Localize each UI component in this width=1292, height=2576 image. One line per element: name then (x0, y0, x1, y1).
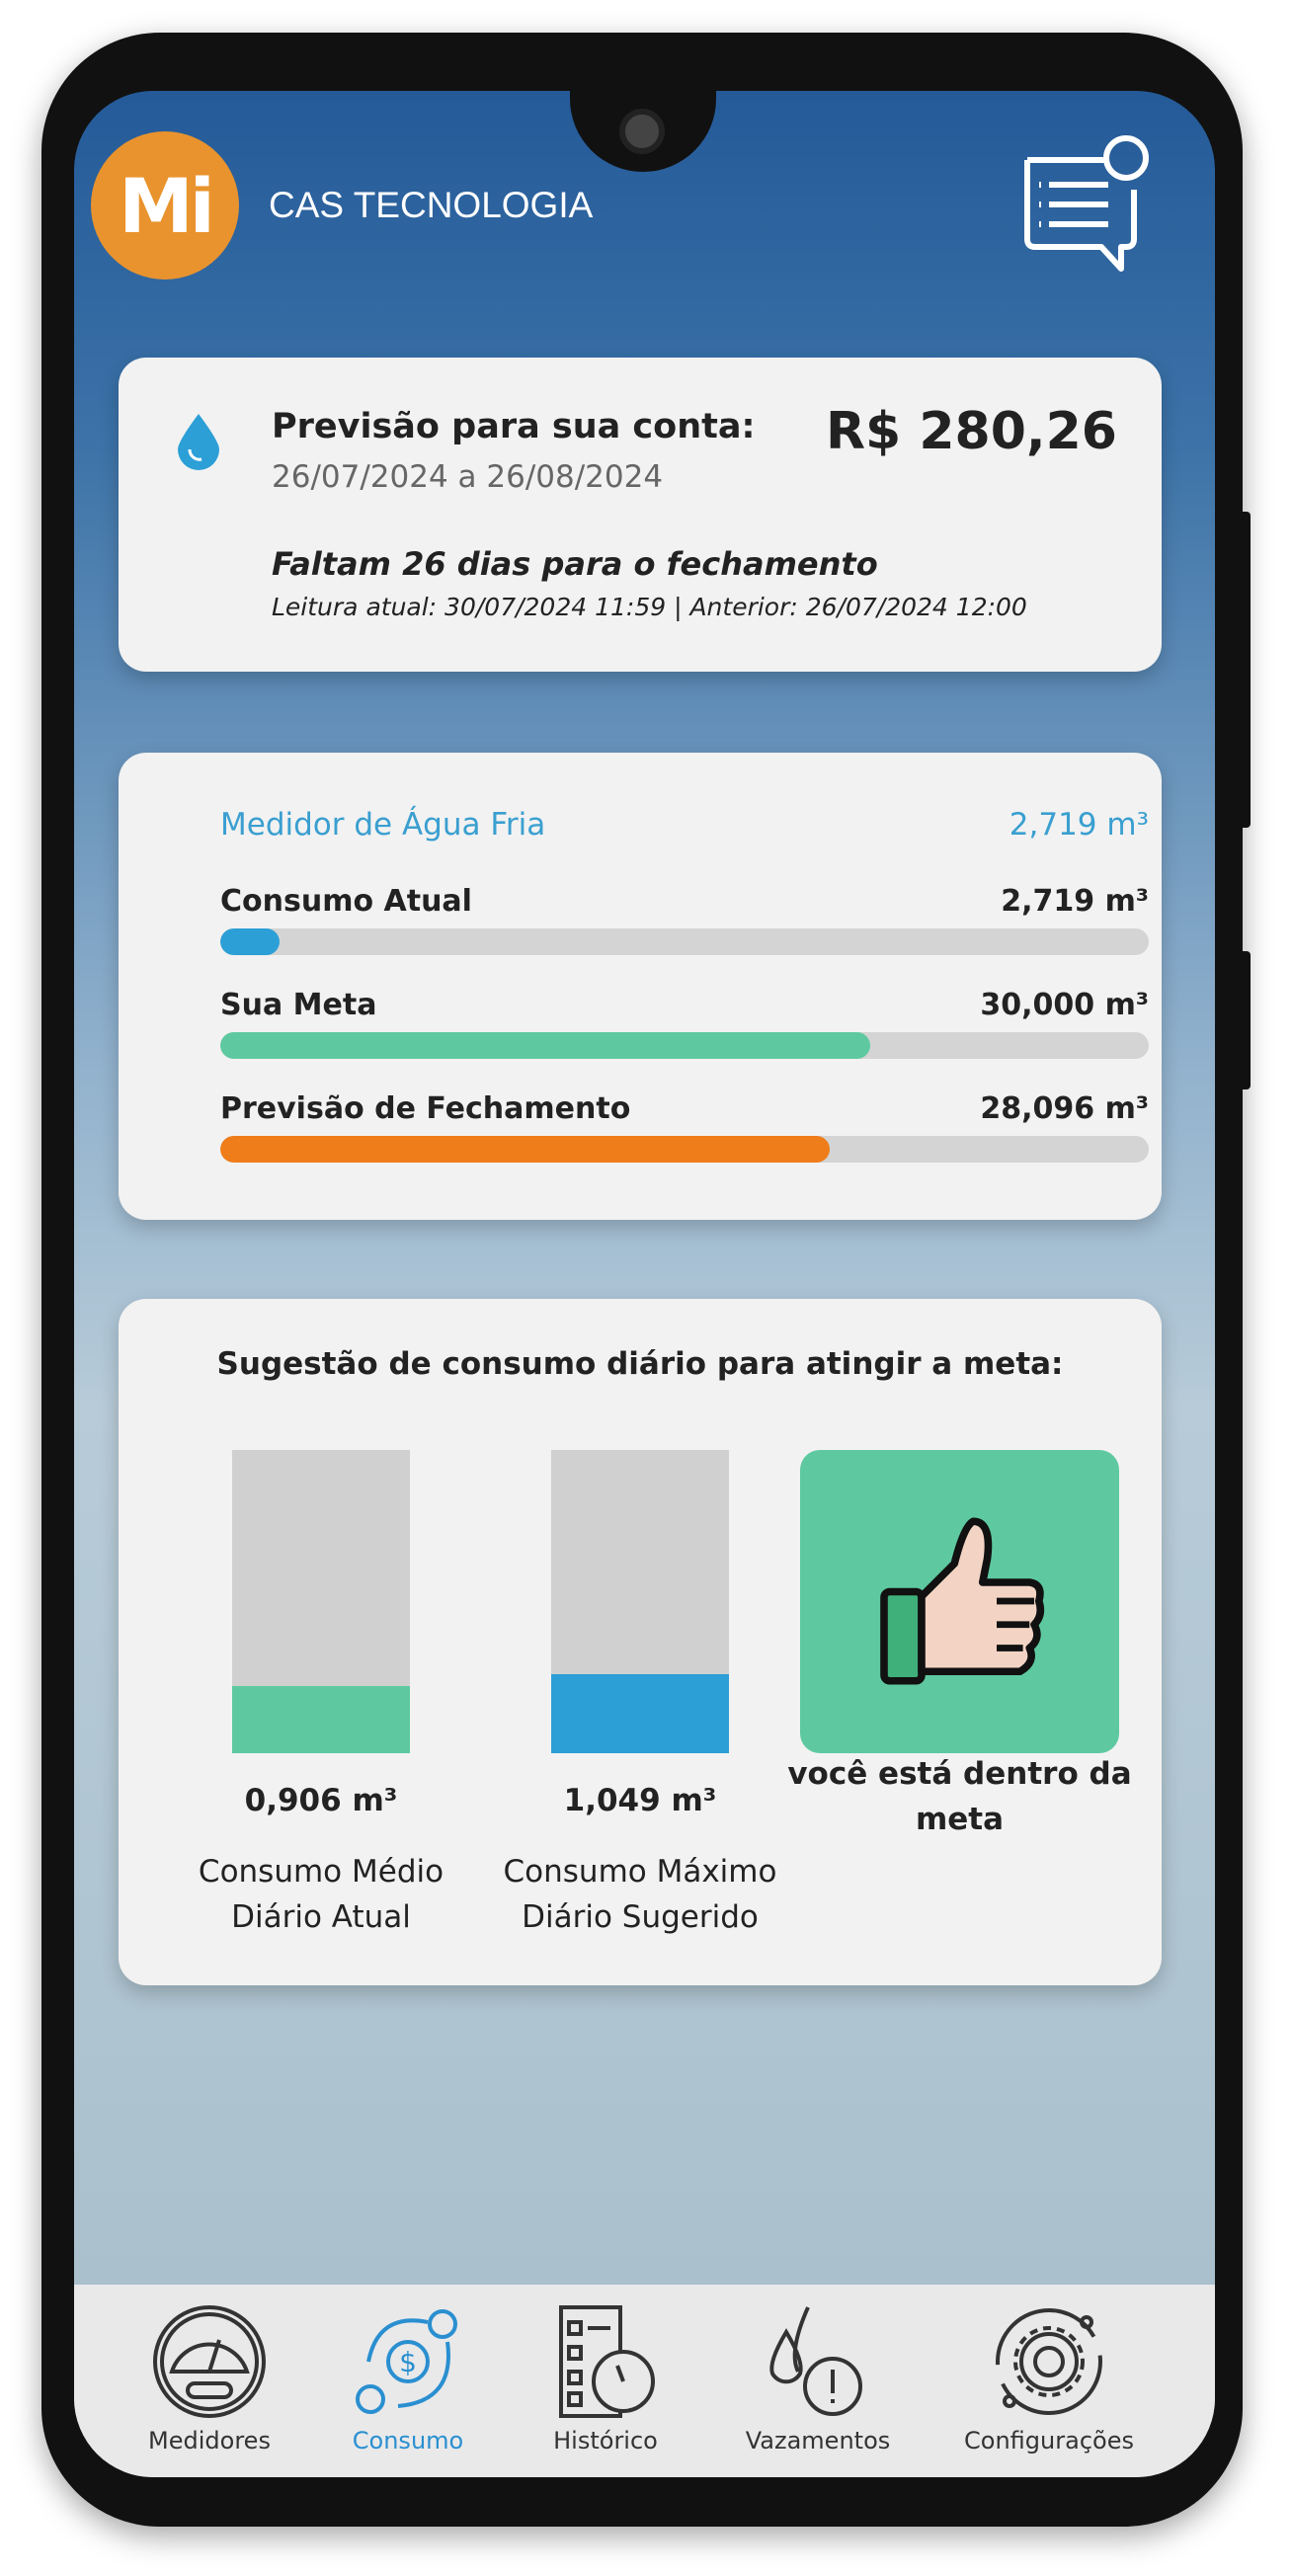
row-consumo-atual: Consumo Atual 2,719 m³ (220, 884, 1149, 919)
row-value: 2,719 m³ (1001, 884, 1149, 919)
bar-fill (551, 1674, 729, 1753)
suggestion-title: Sugestão de consumo diário para atingir … (216, 1346, 1064, 1382)
camera-notch (570, 91, 716, 172)
logo-text: Mi (119, 161, 215, 250)
forecast-title: Previsão para sua conta: (272, 407, 756, 446)
meter-name: Medidor de Água Fria (220, 807, 546, 843)
row-label: Consumo Atual (220, 884, 472, 919)
row-value: 28,096 m³ (980, 1091, 1149, 1126)
daily-suggestion-card: Sugestão de consumo diário para atingir … (119, 1299, 1162, 1985)
company-name: CAS TECNOLOGIA (269, 185, 594, 225)
nav-historico[interactable]: Histórico (507, 2302, 704, 2455)
row-value: 30,000 m³ (980, 988, 1149, 1022)
meter-total: 2,719 m³ (1009, 807, 1149, 843)
nav-configuracoes[interactable]: Configurações (950, 2302, 1148, 2455)
bar-fill (232, 1686, 410, 1753)
suggested-daily-bar (551, 1450, 729, 1753)
progress-consumo-atual (220, 928, 1149, 955)
app-screen: Mi CAS TECNOLOGIA Previsão para sua cont… (74, 91, 1215, 2477)
nav-label: Histórico (553, 2427, 658, 2455)
side-button (1237, 512, 1251, 828)
svg-text:$: $ (399, 2346, 417, 2378)
nav-medidores[interactable]: Medidores (111, 2302, 308, 2455)
goal-status-box (800, 1450, 1119, 1753)
water-drop-icon (178, 414, 219, 470)
forecast-period: 26/07/2024 a 26/08/2024 (272, 459, 664, 495)
gear-icon (996, 2308, 1102, 2415)
bottom-navigation: Medidores $ Consumo Histórico Vazamentos… (74, 2285, 1215, 2477)
days-remaining: Faltam 26 dias para o fechamento (272, 545, 878, 583)
nav-label: Vazamentos (745, 2427, 891, 2455)
suggested-daily-value: 1,049 m³ (563, 1783, 717, 1818)
row-label: Sua Meta (220, 988, 377, 1022)
current-daily-label: Consumo Médio Diário Atual (198, 1854, 444, 1935)
goal-status-text: você está dentro da meta (787, 1756, 1132, 1837)
nav-label: Consumo (352, 2427, 464, 2455)
bill-forecast-card: Previsão para sua conta: 26/07/2024 a 26… (119, 358, 1162, 672)
current-daily-bar (232, 1450, 410, 1753)
progress-sua-meta (220, 1032, 1149, 1059)
nav-consumo[interactable]: $ Consumo (309, 2302, 507, 2455)
meter-header: Medidor de Água Fria 2,719 m³ (220, 807, 1149, 843)
suggested-daily-label: Consumo Máximo Diário Sugerido (503, 1854, 777, 1935)
progress-fill (220, 1136, 830, 1163)
currency-exchange-icon: $ (356, 2309, 457, 2414)
nav-vazamentos[interactable]: Vazamentos (719, 2302, 917, 2455)
progress-fill (220, 1032, 870, 1059)
side-button (1237, 951, 1251, 1089)
meter-consumption-card: Medidor de Água Fria 2,719 m³ Consumo Atu… (119, 753, 1162, 1220)
forecast-amount: R$ 280,26 (826, 402, 1117, 461)
row-label: Previsão de Fechamento (220, 1091, 631, 1126)
meter-gauge-icon (153, 2305, 266, 2418)
checklist-clock-icon (559, 2305, 655, 2418)
thumbs-up-icon (880, 1517, 1045, 1685)
app-logo: Mi (91, 131, 239, 280)
row-sua-meta: Sua Meta 30,000 m³ (220, 988, 1149, 1022)
current-daily-value: 0,906 m³ (244, 1783, 398, 1818)
chat-notification-icon[interactable] (1017, 130, 1151, 279)
progress-fill (220, 928, 281, 955)
nav-label: Configurações (964, 2427, 1134, 2455)
nav-label: Medidores (148, 2427, 271, 2455)
progress-previsao-fechamento (220, 1136, 1149, 1163)
reading-dates: Leitura atual: 30/07/2024 11:59 | Anteri… (272, 593, 1027, 621)
row-previsao-fechamento: Previsão de Fechamento 28,096 m³ (220, 1091, 1149, 1126)
drop-alert-icon (769, 2306, 862, 2416)
